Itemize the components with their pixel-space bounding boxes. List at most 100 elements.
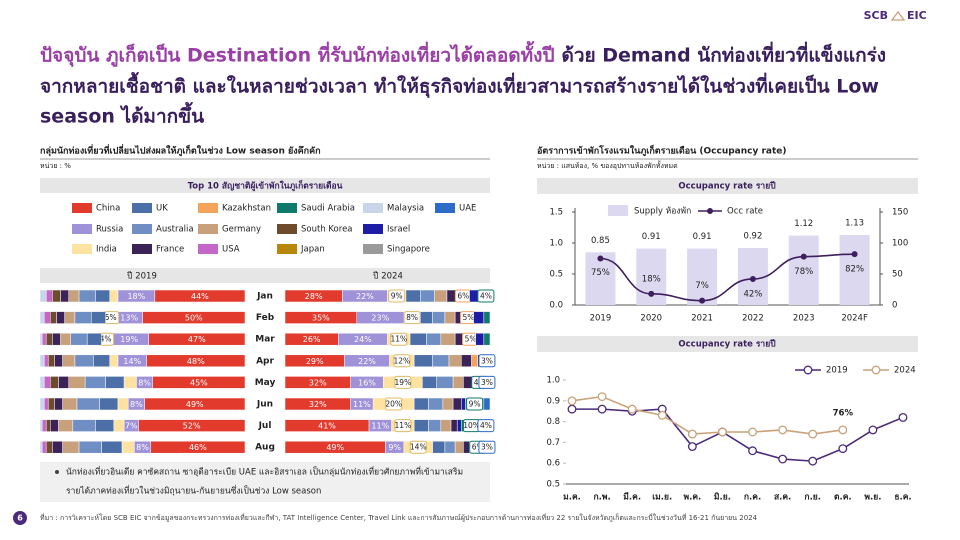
bar-segment xyxy=(45,289,53,303)
panel-header: ปี 2024 xyxy=(373,271,403,282)
y-tick-label: 1.0 xyxy=(549,239,563,249)
data-label: 42% xyxy=(743,289,762,299)
data-label: 11% xyxy=(371,422,389,431)
data-label: 41% xyxy=(318,422,336,431)
bar-segment xyxy=(58,376,69,389)
x-tick-label: พ.ย. xyxy=(864,493,881,503)
bar-segment xyxy=(84,376,106,389)
headline-text: ด้วย Demand นักท่องเที่ยวที่แข็งแกร่ง xyxy=(562,42,887,67)
marker xyxy=(597,404,607,414)
x-tick-label: ก.ค. xyxy=(744,493,761,503)
bar-segment xyxy=(43,311,51,324)
panel-title: อัตราการเข้าพักโรงแรมในภูเก็ตรายเดือน (O… xyxy=(537,144,787,157)
data-label-box xyxy=(390,332,408,346)
data-label: 7% xyxy=(125,422,138,431)
legend-label: Kazakhstan xyxy=(222,204,271,214)
y-tick-label: 1.0 xyxy=(546,376,560,386)
y-tick-label: Jan xyxy=(256,292,273,302)
bar-segment xyxy=(60,289,69,303)
bar-segment xyxy=(72,419,96,432)
data-label-box xyxy=(477,419,495,433)
chart-title-bg xyxy=(40,178,490,193)
y-tick-label: 0.6 xyxy=(546,459,560,469)
x-tick-label: เม.ย. xyxy=(652,493,672,503)
panel-title: กลุ่มนักท่องเที่ยวที่เปลี่ยนไปส่งผลให้ภู… xyxy=(40,144,321,157)
legend-swatch xyxy=(871,365,881,375)
data-label: 8% xyxy=(130,400,143,409)
bar-segment xyxy=(456,419,462,432)
source: ที่มา : การวิเคราะห์โดย SCB EIC จากข้อมู… xyxy=(40,513,758,522)
marker xyxy=(778,454,788,464)
bar-segment xyxy=(39,332,43,346)
bar-segment xyxy=(422,376,437,389)
bar-segment xyxy=(99,397,119,411)
y-tick-label: Jun xyxy=(256,400,273,410)
x-tick-label: 2022 xyxy=(742,314,764,324)
data-label: 75% xyxy=(591,268,610,278)
legend-swatch xyxy=(72,203,92,213)
bar-segment xyxy=(60,332,71,346)
bar-segment xyxy=(413,419,429,432)
bar-segment xyxy=(43,397,49,411)
marker xyxy=(808,456,818,466)
bar-segment xyxy=(452,397,462,411)
x-tick-label: ม.ค. xyxy=(563,493,581,503)
data-label-box xyxy=(478,354,496,368)
bar-segment xyxy=(54,397,63,411)
bar-segment xyxy=(74,354,94,368)
data-label: 8% xyxy=(406,313,418,322)
data-label: 11% xyxy=(353,400,371,409)
data-label: 1.13 xyxy=(845,218,864,228)
bar-segment xyxy=(473,311,485,324)
page-number: 6 xyxy=(17,514,23,523)
marker xyxy=(597,392,607,402)
chart-title: Occupancy rate รายปี xyxy=(678,181,776,192)
bar-segment xyxy=(117,397,129,411)
marker xyxy=(748,427,757,437)
data-label: 9% xyxy=(469,400,481,409)
bar-segment xyxy=(432,440,446,454)
legend-label: Russia xyxy=(96,225,123,235)
marker xyxy=(868,425,878,435)
data-label: 11% xyxy=(395,421,412,430)
bar-segment xyxy=(95,419,115,432)
data-label: 6% xyxy=(472,443,484,452)
bar xyxy=(788,235,819,305)
data-label: 8% xyxy=(138,378,151,387)
y-tick-label: Aug xyxy=(255,443,275,453)
legend-label: 2024 xyxy=(894,366,916,376)
x-tick-label: 2020 xyxy=(640,314,662,324)
y2-tick-label: 100 xyxy=(892,239,908,249)
bar-segment xyxy=(56,311,65,324)
x-tick-label: 2023 xyxy=(793,314,815,324)
data-label: 16% xyxy=(358,378,376,387)
data-label: 19% xyxy=(120,335,138,344)
legend-label: Australia xyxy=(156,225,194,235)
bar-segment xyxy=(113,419,125,432)
bar-segment xyxy=(483,332,491,346)
marker xyxy=(699,297,706,304)
data-label: 22% xyxy=(358,357,376,366)
bar-segment xyxy=(420,311,433,324)
bar-segment xyxy=(426,332,442,346)
data-label: 20% xyxy=(385,400,402,409)
marker xyxy=(627,404,637,414)
line xyxy=(571,395,843,435)
bar-segment xyxy=(45,419,51,432)
legend-swatch xyxy=(198,244,218,254)
y2-tick-label: 0 xyxy=(892,301,897,311)
marker xyxy=(851,251,858,258)
legend-label: Japan xyxy=(300,245,325,255)
bar-segment xyxy=(50,311,57,324)
data-label: 9% xyxy=(388,443,401,452)
x-tick-label: พ.ค. xyxy=(683,493,701,503)
panel-header: ปี 2019 xyxy=(127,271,157,282)
x-tick-label: มี.ค. xyxy=(623,492,641,503)
bar-segment xyxy=(432,354,450,368)
data-label: 4% xyxy=(480,421,492,430)
bar-segment xyxy=(461,354,472,368)
bar-segment xyxy=(64,311,76,324)
data-label-box xyxy=(478,375,496,389)
data-label: 0.91 xyxy=(642,232,661,242)
bar-segment xyxy=(471,354,478,368)
